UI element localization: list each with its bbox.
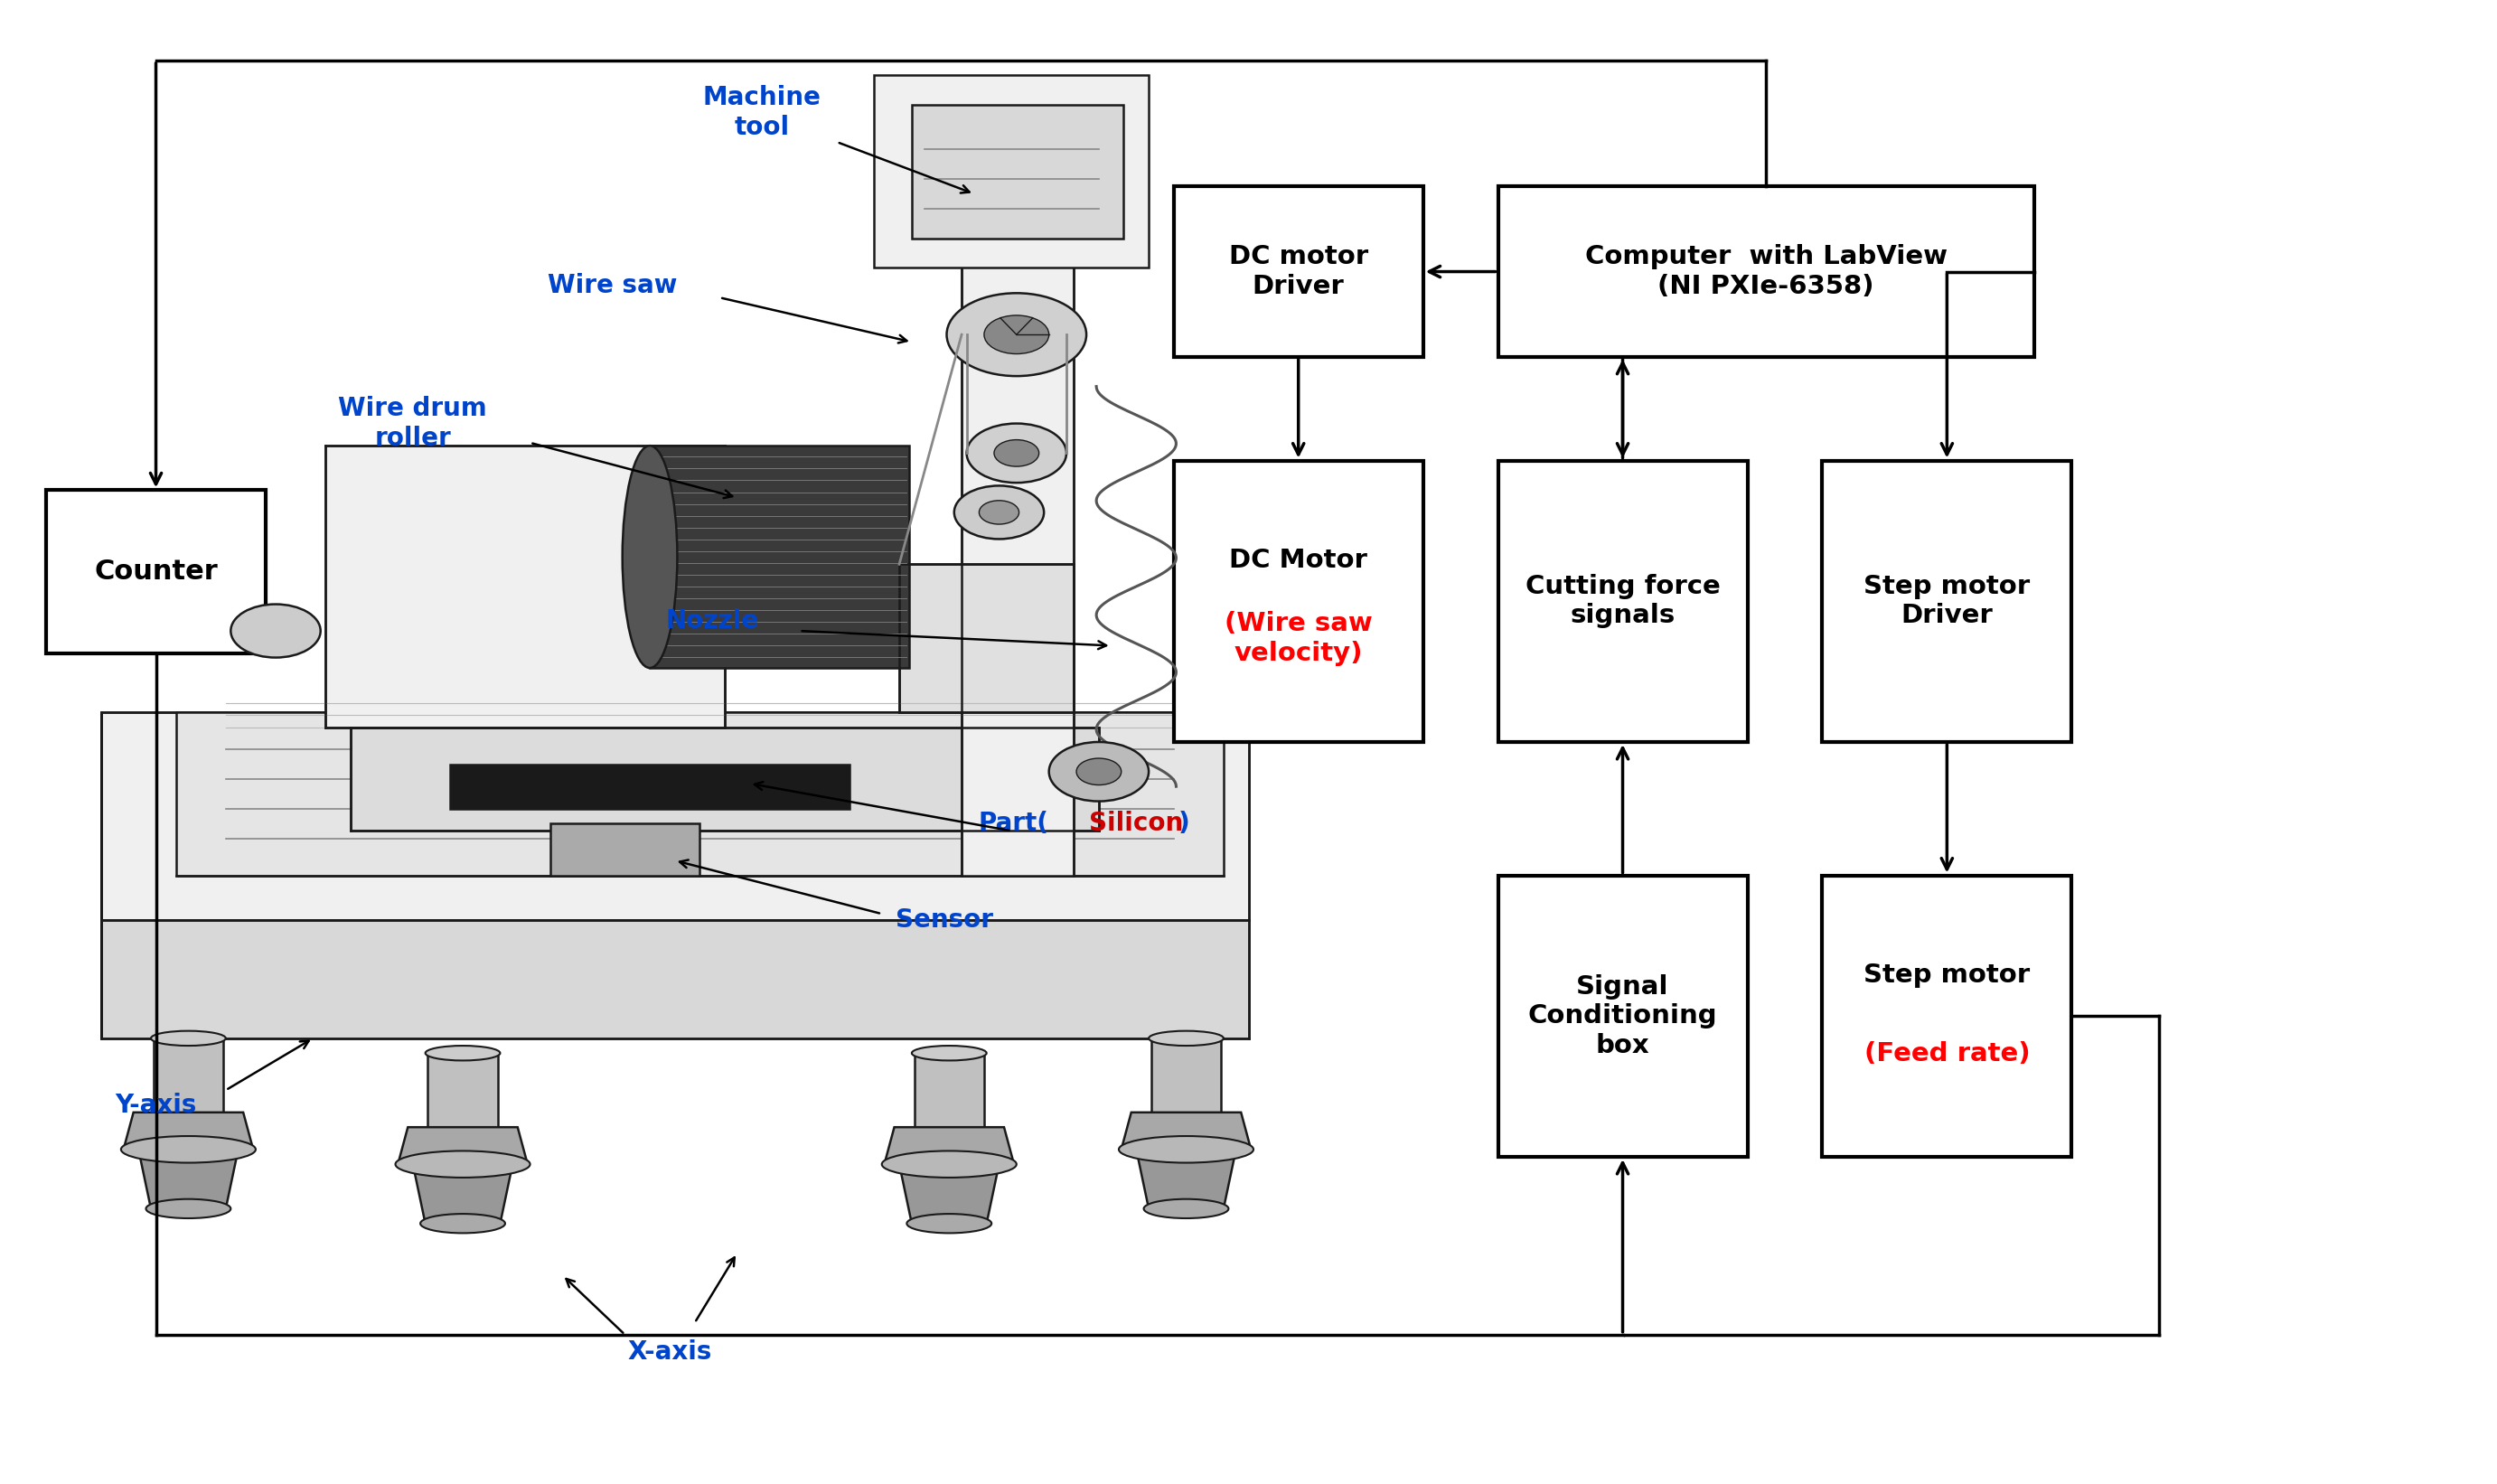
Polygon shape xyxy=(914,1054,984,1128)
Polygon shape xyxy=(122,1113,252,1150)
Ellipse shape xyxy=(1149,1031,1224,1046)
Bar xyxy=(1498,460,1748,742)
Ellipse shape xyxy=(150,1031,225,1046)
Text: (Feed rate): (Feed rate) xyxy=(1863,1040,2030,1066)
Bar xyxy=(1174,187,1423,356)
Text: Signal
Conditioning
box: Signal Conditioning box xyxy=(1528,974,1718,1058)
Polygon shape xyxy=(449,764,849,809)
Text: Part(: Part( xyxy=(979,810,1049,835)
Polygon shape xyxy=(175,712,1224,876)
Text: Wire saw: Wire saw xyxy=(547,273,677,298)
Text: Counter: Counter xyxy=(95,558,217,585)
Text: X-axis: X-axis xyxy=(627,1340,712,1365)
Ellipse shape xyxy=(881,1152,1016,1178)
Circle shape xyxy=(984,315,1049,353)
Text: DC Motor: DC Motor xyxy=(1229,548,1368,573)
Polygon shape xyxy=(899,564,1074,712)
Text: Cutting force
signals: Cutting force signals xyxy=(1526,574,1720,629)
Text: Y-axis: Y-axis xyxy=(115,1092,197,1117)
Polygon shape xyxy=(649,445,909,668)
Bar xyxy=(1823,460,2073,742)
Bar xyxy=(45,490,265,653)
Polygon shape xyxy=(874,76,1149,269)
Polygon shape xyxy=(1121,1113,1251,1150)
Polygon shape xyxy=(884,1128,1014,1165)
Circle shape xyxy=(1049,742,1149,801)
Ellipse shape xyxy=(424,1046,499,1061)
Bar xyxy=(1498,876,1748,1158)
Polygon shape xyxy=(899,1165,999,1223)
Bar xyxy=(1498,187,2035,356)
Bar xyxy=(1823,876,2073,1158)
Polygon shape xyxy=(100,920,1248,1039)
Text: Computer  with LabView
(NI PXIe-6358): Computer with LabView (NI PXIe-6358) xyxy=(1586,245,1948,298)
Circle shape xyxy=(230,604,320,657)
Ellipse shape xyxy=(120,1137,255,1163)
Ellipse shape xyxy=(419,1214,504,1233)
Text: Step motor: Step motor xyxy=(1863,962,2030,988)
Polygon shape xyxy=(427,1054,497,1128)
Text: Machine
tool: Machine tool xyxy=(704,85,822,139)
Text: Step motor
Driver: Step motor Driver xyxy=(1863,574,2030,629)
Text: Silicon: Silicon xyxy=(1089,810,1184,835)
Polygon shape xyxy=(911,105,1124,239)
Polygon shape xyxy=(325,445,724,727)
Polygon shape xyxy=(152,1039,222,1113)
Text: (Wire saw
velocity): (Wire saw velocity) xyxy=(1224,611,1373,666)
Circle shape xyxy=(1076,758,1121,785)
Text: Nozzle: Nozzle xyxy=(667,608,759,634)
Ellipse shape xyxy=(622,445,677,668)
Polygon shape xyxy=(137,1150,237,1208)
Text: DC motor
Driver: DC motor Driver xyxy=(1229,245,1368,298)
Text: Wire drum
roller: Wire drum roller xyxy=(340,396,487,451)
Ellipse shape xyxy=(911,1046,986,1061)
Polygon shape xyxy=(961,120,1074,876)
Ellipse shape xyxy=(145,1199,230,1218)
Circle shape xyxy=(994,439,1039,466)
Ellipse shape xyxy=(395,1152,529,1178)
Circle shape xyxy=(966,423,1066,482)
Ellipse shape xyxy=(1119,1137,1253,1163)
Circle shape xyxy=(954,485,1044,539)
Polygon shape xyxy=(549,824,699,876)
Ellipse shape xyxy=(1144,1199,1229,1218)
Polygon shape xyxy=(1151,1039,1221,1113)
Bar xyxy=(1174,460,1423,742)
Text: Sensor: Sensor xyxy=(896,907,994,932)
Polygon shape xyxy=(100,712,1248,920)
Polygon shape xyxy=(350,727,1099,831)
Polygon shape xyxy=(412,1165,512,1223)
Circle shape xyxy=(946,294,1086,375)
Text: ): ) xyxy=(1179,810,1191,835)
Circle shape xyxy=(979,500,1019,524)
Polygon shape xyxy=(397,1128,527,1165)
Ellipse shape xyxy=(906,1214,991,1233)
Polygon shape xyxy=(1136,1150,1236,1208)
